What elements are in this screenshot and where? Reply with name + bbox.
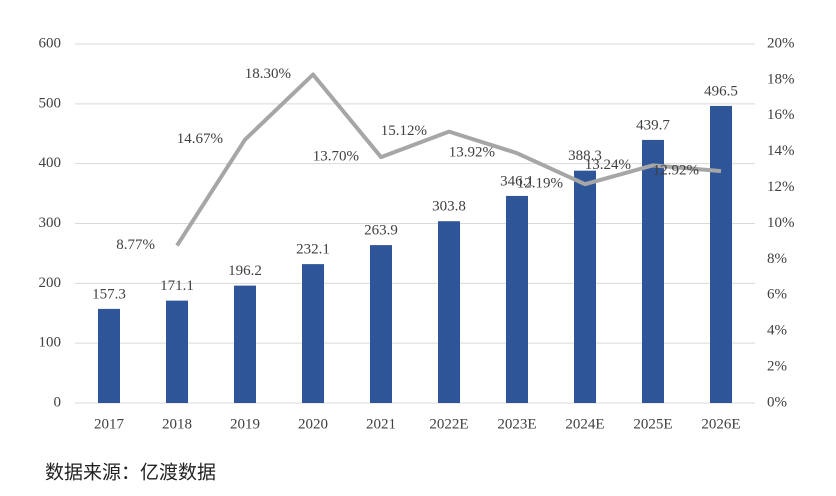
y-tick-label: 300 (39, 215, 62, 231)
line-value-label: 13.70% (313, 149, 359, 165)
bar-value-label: 439.7 (636, 117, 670, 133)
y2-tick-label: 14% (767, 143, 795, 159)
y-tick-label: 200 (39, 275, 62, 291)
y2-tick-label: 6% (767, 287, 787, 303)
y-tick-label: 400 (39, 155, 62, 171)
bar (234, 285, 256, 403)
x-tick-label: 2024E (565, 416, 604, 432)
bar-value-label: 496.5 (704, 83, 738, 99)
bar (506, 195, 528, 403)
y2-tick-label: 16% (767, 107, 795, 123)
line-value-label: 8.77% (116, 237, 155, 253)
bar-value-label: 346.1 (500, 173, 534, 189)
y2-tick-label: 18% (767, 71, 795, 87)
y2-tick-label: 4% (767, 323, 787, 339)
x-tick-label: 2026E (701, 416, 740, 432)
x-tick-label: 2018 (162, 416, 192, 432)
x-tick-label: 2017 (94, 416, 125, 432)
y2-tick-label: 12% (767, 179, 795, 195)
line-value-label: 12.92% (653, 163, 699, 179)
bar (574, 170, 596, 403)
line-value-label: 15.12% (381, 123, 427, 139)
y2-tick-label: 8% (767, 251, 787, 267)
bar-value-label: 232.1 (296, 242, 330, 258)
line-value-label: 14.67% (177, 131, 223, 147)
y2-tick-label: 0% (767, 394, 787, 410)
bar (98, 308, 120, 403)
x-tick-label: 2023E (497, 416, 536, 432)
line-value-label: 13.24% (585, 157, 631, 173)
bar-value-label: 388.3 (568, 148, 602, 164)
bar-value-label: 171.1 (160, 278, 194, 294)
bar-value-label: 263.9 (364, 223, 398, 239)
y-tick-label: 0 (54, 394, 62, 410)
x-tick-label: 2019 (230, 416, 260, 432)
x-tick-label: 2025E (633, 416, 672, 432)
bar-value-label: 157.3 (92, 286, 126, 302)
y-tick-label: 100 (39, 335, 62, 351)
bar (166, 300, 188, 403)
y2-tick-label: 20% (767, 35, 795, 51)
y2-tick-label: 2% (767, 359, 787, 375)
x-tick-label: 2021 (366, 416, 396, 432)
line-value-label: 12.19% (517, 176, 563, 192)
line-value-label: 18.30% (245, 66, 291, 82)
y-tick-label: 500 (39, 95, 62, 111)
line (175, 72, 722, 247)
line-value-label: 13.92% (449, 145, 495, 161)
y-tick-label: 600 (39, 35, 62, 51)
x-tick-label: 2022E (429, 416, 468, 432)
bar (710, 105, 732, 404)
source-note: 数据来源：亿渡数据 (45, 462, 216, 484)
bar (438, 221, 460, 403)
x-tick-label: 2020 (298, 416, 328, 432)
y2-tick-label: 10% (767, 215, 795, 231)
bar (642, 139, 664, 403)
bar-value-label: 196.2 (228, 263, 262, 279)
bar (370, 245, 392, 403)
bar-value-label: 303.8 (432, 199, 466, 215)
bar (302, 264, 324, 403)
